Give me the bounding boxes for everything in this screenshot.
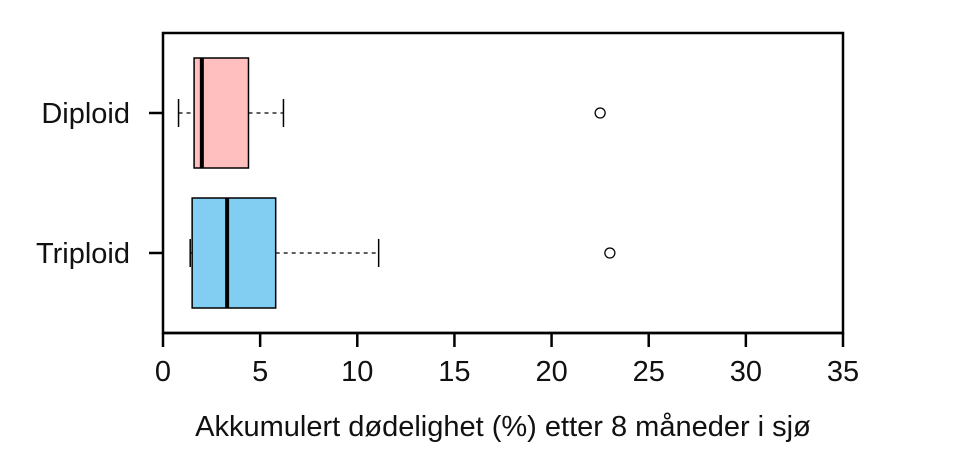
y-axis: Diploid Triploid (36, 98, 163, 270)
x-tick-label: 35 (827, 356, 859, 388)
x-axis: 0 5 10 15 20 25 30 35 (155, 331, 859, 388)
x-tick-label: 0 (155, 356, 171, 388)
x-tick-label: 25 (633, 356, 665, 388)
outlier-point (594, 107, 606, 119)
y-category-label: Diploid (41, 98, 130, 130)
box-diploid (177, 57, 606, 169)
outlier-point (604, 247, 616, 259)
boxes (177, 57, 616, 309)
x-tick-label: 30 (730, 356, 762, 388)
x-tick-label: 10 (341, 356, 373, 388)
y-category-label: Triploid (36, 238, 130, 270)
box-iqr (191, 197, 277, 309)
box-triploid (189, 197, 616, 309)
x-axis-label: Akkumulert dødelighet (%) etter 8 månede… (195, 411, 811, 443)
x-tick-label: 20 (535, 356, 567, 388)
x-tick-label: 15 (438, 356, 470, 388)
x-tick-label: 5 (252, 356, 268, 388)
